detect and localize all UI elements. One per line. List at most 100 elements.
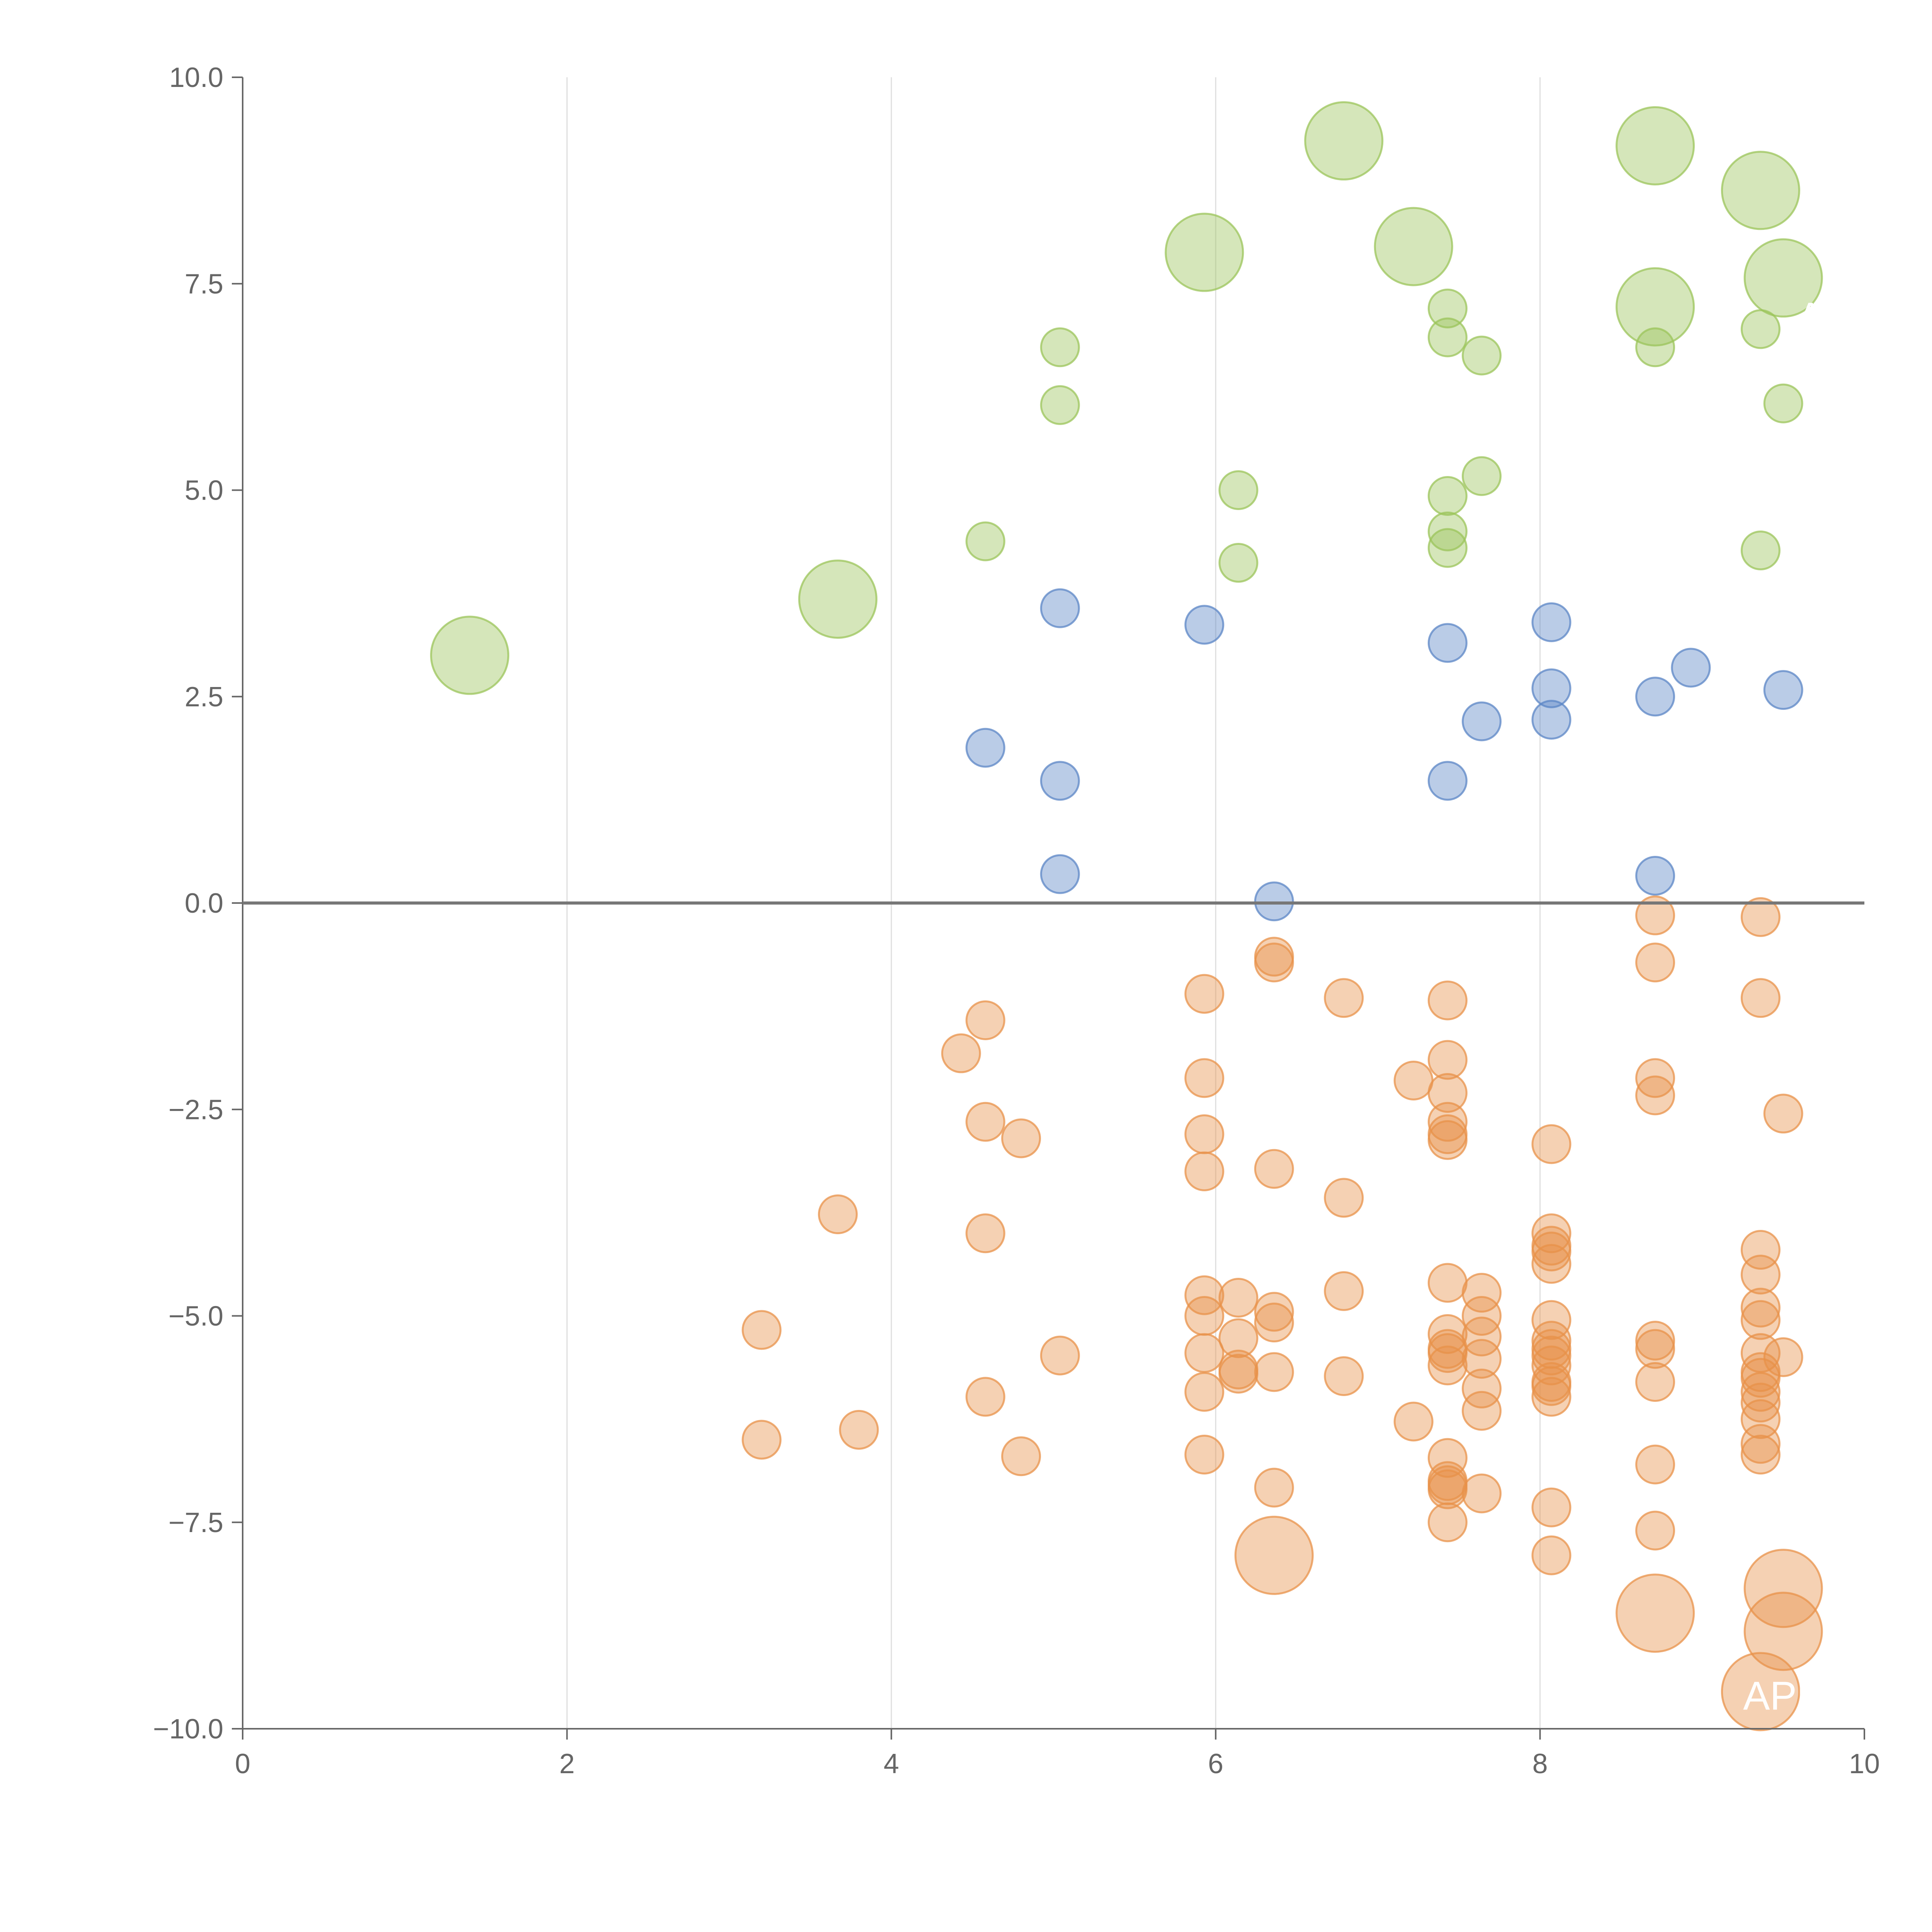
data-point-orange-small: [1635, 1058, 1675, 1098]
data-point-green-large: [1616, 106, 1695, 185]
data-point-orange-small: [1635, 1321, 1675, 1361]
data-point-green-large: [1304, 101, 1384, 181]
x-tick-label: 0: [235, 1748, 250, 1779]
x-tick-label: 6: [1208, 1748, 1223, 1779]
data-point-orange-small: [1740, 1230, 1781, 1270]
data-point-orange-small: [941, 1033, 981, 1073]
data-point-green-small: [1462, 456, 1502, 496]
point-label: AP: [1797, 295, 1851, 340]
data-point-orange-small: [1531, 1377, 1571, 1417]
data-point-orange-small: [1462, 1391, 1502, 1431]
data-point-orange-small: [1427, 1040, 1468, 1080]
data-point-blue: [965, 728, 1005, 768]
data-point-blue: [1462, 701, 1502, 742]
data-point-orange-small: [1324, 1178, 1364, 1218]
data-point-green-large: [1743, 238, 1823, 318]
data-point-green-small: [1218, 543, 1259, 583]
data-point-orange-small: [1218, 1318, 1259, 1358]
data-point-orange-small: [1740, 1300, 1781, 1340]
data-point-orange-small: [1531, 1345, 1571, 1386]
x-tick-label: 2: [559, 1748, 575, 1779]
y-tick-label: 7.5: [185, 269, 223, 299]
data-point-orange-small: [1740, 1287, 1781, 1328]
point-label: APP: [1743, 1674, 1823, 1719]
data-point-orange-small: [1254, 1149, 1294, 1189]
data-point-blue: [1427, 623, 1468, 663]
data-point-orange-small: [1184, 1151, 1225, 1192]
data-point-orange-small: [1254, 1303, 1294, 1343]
data-point-orange-small: [1427, 1469, 1468, 1509]
data-point-orange-small: [1001, 1118, 1041, 1158]
data-point-orange-small: [818, 1194, 858, 1235]
data-point-orange-small: [742, 1310, 782, 1350]
data-point-orange-small: [965, 1213, 1005, 1253]
data-point-orange-small: [1740, 978, 1781, 1018]
data-point-orange-small: [1531, 1366, 1571, 1406]
data-point-blue: [1531, 602, 1571, 642]
data-point-blue: [1635, 855, 1675, 896]
point-labels: AP APP: [1743, 295, 1850, 1719]
data-point-orange-small: [1324, 1271, 1364, 1311]
data-point-blue: [1671, 648, 1711, 688]
data-point-green-small: [965, 521, 1005, 561]
data-point-orange-small: [1184, 1435, 1225, 1475]
data-point-orange-small: [1462, 1339, 1502, 1379]
data-point-orange-small: [1635, 895, 1675, 935]
data-point-green-large: [1374, 207, 1453, 286]
data-point-orange-small: [1635, 1444, 1675, 1485]
data-point-orange-small: [1740, 1372, 1781, 1412]
data-point-orange-small: [1184, 1372, 1225, 1412]
data-point-green-large: [798, 560, 878, 639]
data-points: [430, 101, 1823, 1731]
data-point-orange-small: [1740, 1383, 1781, 1423]
data-point-orange-small: [1184, 974, 1225, 1014]
data-point-orange-large: [1616, 1573, 1695, 1653]
data-point-orange-small: [1740, 1255, 1781, 1295]
data-point-orange-small: [1184, 1114, 1225, 1154]
data-point-orange-small: [965, 1377, 1005, 1417]
data-point-orange-large: [1234, 1515, 1314, 1595]
data-point-green-small: [1740, 531, 1781, 571]
data-point-orange-small: [1462, 1316, 1502, 1357]
data-point-orange-small: [1462, 1473, 1502, 1514]
data-point-blue: [1763, 670, 1803, 710]
x-tick-label: 4: [884, 1748, 899, 1779]
data-point-orange-small: [1218, 1354, 1259, 1394]
data-point-green-small: [1427, 511, 1468, 551]
data-point-blue: [1427, 761, 1468, 801]
data-point-green-small: [1427, 317, 1468, 357]
data-point-orange-small: [1254, 1468, 1294, 1508]
data-point-orange-small: [1324, 1356, 1364, 1396]
data-point-orange-small: [1635, 1075, 1675, 1116]
data-point-blue: [1531, 668, 1571, 708]
data-point-blue: [1531, 700, 1571, 740]
data-point-orange-small: [1254, 942, 1294, 983]
data-point-orange-small: [1393, 1401, 1434, 1442]
data-point-blue: [1635, 677, 1675, 717]
data-point-orange-large: [1743, 1592, 1823, 1671]
y-tick-label: 5.0: [185, 475, 223, 506]
x-tick-label: 8: [1532, 1748, 1548, 1779]
data-point-orange-small: [1740, 1358, 1781, 1398]
y-tick-label: 2.5: [185, 682, 223, 713]
data-point-orange-small: [1740, 1435, 1781, 1475]
data-point-blue: [1040, 588, 1080, 628]
data-point-orange-small: [1635, 1510, 1675, 1551]
data-point-orange-small: [1763, 1094, 1803, 1134]
data-point-orange-small: [1531, 1231, 1571, 1272]
y-tick-label: −2.5: [168, 1094, 223, 1125]
data-point-orange-small: [1427, 1263, 1468, 1303]
y-tick-label: −7.5: [168, 1507, 223, 1538]
data-point-orange-large: [1743, 1549, 1823, 1628]
data-point-orange-small: [1462, 1296, 1502, 1336]
data-point-orange-small: [1531, 1321, 1571, 1361]
data-point-orange-small: [1001, 1436, 1041, 1476]
data-point-orange-small: [1324, 978, 1364, 1018]
data-point-orange-small: [1763, 1337, 1803, 1377]
data-point-orange-small: [1531, 1124, 1571, 1164]
data-point-orange-small: [1427, 1438, 1468, 1478]
data-point-orange-small: [1218, 1277, 1259, 1318]
data-point-blue: [1040, 854, 1080, 894]
data-point-orange-small: [1740, 1424, 1781, 1464]
